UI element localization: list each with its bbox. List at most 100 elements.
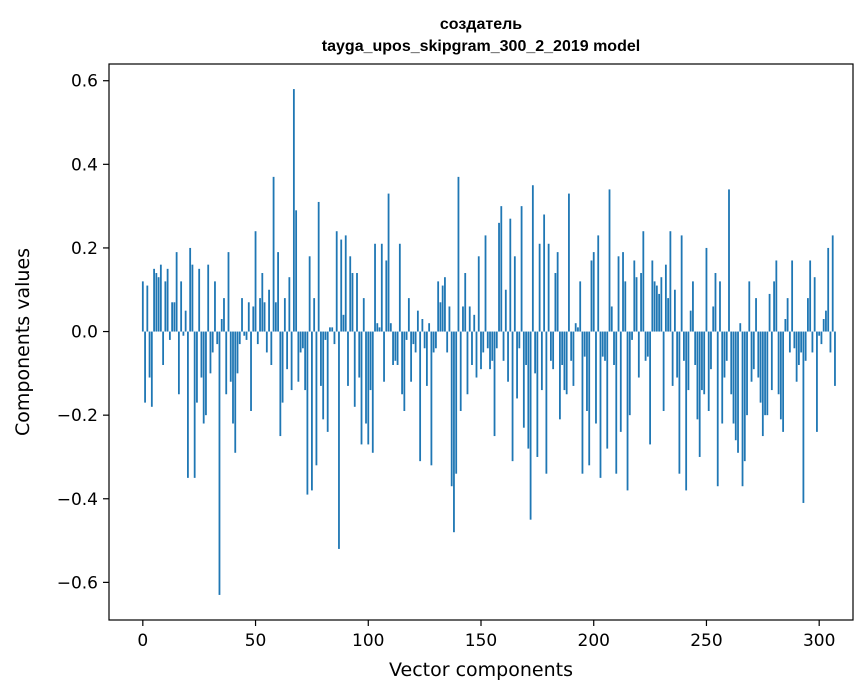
bar — [263, 302, 266, 332]
bar — [480, 331, 482, 370]
bar — [827, 247, 830, 332]
bar — [549, 331, 552, 361]
bar — [779, 331, 782, 420]
bar — [816, 331, 818, 432]
bar — [692, 281, 694, 332]
bar — [495, 331, 498, 349]
bar — [784, 319, 787, 332]
bar — [773, 281, 775, 332]
bar — [577, 327, 579, 332]
bar — [254, 231, 257, 332]
bar — [728, 189, 730, 332]
bar — [320, 331, 322, 386]
bar — [545, 331, 548, 474]
bar — [333, 331, 336, 345]
bar — [180, 281, 183, 332]
bar — [730, 331, 733, 395]
bar — [626, 331, 629, 491]
bar — [457, 176, 460, 332]
bar — [793, 331, 796, 349]
bar — [599, 331, 602, 478]
bar — [225, 331, 228, 395]
bar — [401, 331, 403, 395]
bar — [369, 331, 372, 391]
bar — [286, 331, 289, 370]
bar — [592, 252, 595, 332]
bar — [507, 331, 509, 382]
bar — [168, 331, 171, 340]
bar — [581, 331, 584, 474]
bar — [694, 331, 697, 365]
bar — [376, 323, 379, 332]
bar — [371, 331, 374, 453]
bar — [559, 331, 561, 420]
bar — [173, 302, 176, 332]
bar — [324, 331, 327, 340]
bar — [421, 319, 424, 332]
bar — [707, 331, 710, 411]
bar — [561, 331, 564, 365]
bar — [513, 256, 516, 332]
bar — [396, 331, 399, 365]
bar — [317, 201, 320, 332]
bar — [712, 306, 715, 332]
x-axis: 0 50 100 150 200 250 300 — [137, 620, 835, 651]
bar — [782, 331, 785, 432]
bar — [723, 331, 726, 378]
bar — [475, 331, 478, 378]
bar — [241, 298, 243, 332]
bar — [737, 331, 739, 453]
bar — [468, 306, 471, 332]
bar — [308, 256, 311, 332]
bar — [516, 331, 518, 399]
bar — [216, 331, 219, 345]
bar — [403, 331, 406, 411]
bar — [714, 273, 717, 332]
bar-series — [141, 89, 836, 595]
bar — [628, 331, 631, 416]
x-tick-label: 150 — [465, 631, 497, 651]
bar — [435, 331, 437, 349]
bar — [444, 277, 446, 332]
bar — [419, 331, 422, 462]
bar — [619, 331, 622, 432]
bar — [150, 331, 153, 407]
bar — [673, 289, 676, 332]
bar — [340, 239, 343, 332]
bar — [353, 331, 356, 407]
bar — [223, 298, 225, 332]
bar — [802, 331, 805, 503]
bar — [198, 268, 201, 332]
bar — [705, 247, 708, 332]
bar — [759, 331, 762, 403]
bar — [563, 331, 566, 391]
bar — [182, 331, 185, 336]
bar — [227, 252, 230, 332]
bar — [229, 331, 232, 382]
bar — [162, 331, 165, 365]
bar — [209, 331, 212, 374]
bar — [667, 298, 670, 332]
bar — [189, 247, 192, 332]
bar — [586, 331, 588, 411]
x-tick-label: 100 — [352, 631, 384, 651]
bar — [157, 277, 160, 332]
bar — [380, 243, 383, 332]
bar — [520, 206, 523, 332]
bar — [144, 331, 146, 403]
y-tick-label: 0.2 — [71, 239, 98, 259]
bar — [351, 273, 354, 332]
bar — [410, 331, 413, 382]
bar — [439, 302, 442, 332]
bar — [414, 331, 417, 353]
bar — [671, 331, 674, 386]
bar — [448, 306, 451, 332]
bar — [261, 273, 264, 332]
bar — [579, 281, 582, 332]
bar — [234, 331, 237, 453]
bar — [809, 260, 812, 332]
bar — [281, 331, 284, 403]
bar — [644, 331, 647, 361]
bar — [597, 235, 600, 332]
bar — [446, 331, 449, 353]
